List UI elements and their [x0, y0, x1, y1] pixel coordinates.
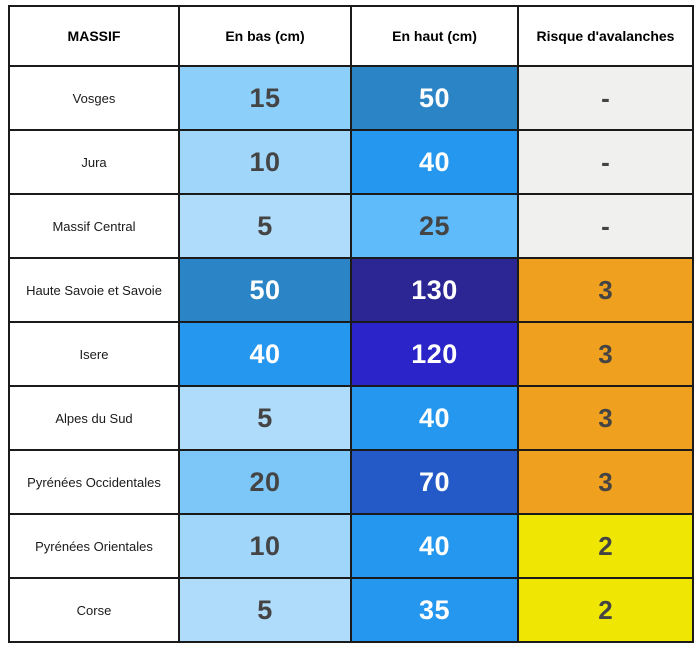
en-bas-cell: 5: [178, 577, 352, 643]
en-haut-cell: 70: [350, 449, 519, 515]
en-bas-cell: 5: [178, 193, 352, 259]
massif-name: Isere: [8, 321, 180, 387]
snow-report-table: MASSIF En bas (cm) En haut (cm) Risque d…: [8, 5, 694, 643]
risque-cell: -: [517, 65, 694, 131]
massif-name: Haute Savoie et Savoie: [8, 257, 180, 323]
risque-cell: 3: [517, 449, 694, 515]
risque-cell: 2: [517, 513, 694, 579]
massif-name: Pyrénées Orientales: [8, 513, 180, 579]
massif-name: Massif Central: [8, 193, 180, 259]
en-haut-cell: 25: [350, 193, 519, 259]
massif-name: Alpes du Sud: [8, 385, 180, 451]
table-row-vosges: Vosges 15 50 -: [8, 65, 694, 131]
en-haut-cell: 35: [350, 577, 519, 643]
en-bas-cell: 15: [178, 65, 352, 131]
en-haut-cell: 40: [350, 129, 519, 195]
en-bas-cell: 10: [178, 513, 352, 579]
header-massif: MASSIF: [8, 5, 180, 67]
en-bas-cell: 10: [178, 129, 352, 195]
en-bas-cell: 5: [178, 385, 352, 451]
table-row-pyrenees-orientales: Pyrénées Orientales 10 40 2: [8, 513, 694, 579]
en-haut-cell: 40: [350, 513, 519, 579]
risque-cell: -: [517, 129, 694, 195]
massif-name: Corse: [8, 577, 180, 643]
risque-cell: 3: [517, 321, 694, 387]
massif-name: Jura: [8, 129, 180, 195]
table-row-jura: Jura 10 40 -: [8, 129, 694, 195]
table-row-corse: Corse 5 35 2: [8, 577, 694, 643]
risque-cell: -: [517, 193, 694, 259]
risque-cell: 3: [517, 257, 694, 323]
en-haut-cell: 130: [350, 257, 519, 323]
en-bas-cell: 50: [178, 257, 352, 323]
risque-cell: 2: [517, 577, 694, 643]
en-bas-cell: 40: [178, 321, 352, 387]
massif-name: Vosges: [8, 65, 180, 131]
en-haut-cell: 50: [350, 65, 519, 131]
header-row: MASSIF En bas (cm) En haut (cm) Risque d…: [8, 5, 694, 67]
massif-name: Pyrénées Occidentales: [8, 449, 180, 515]
header-en-bas: En bas (cm): [178, 5, 352, 67]
en-haut-cell: 40: [350, 385, 519, 451]
en-haut-cell: 120: [350, 321, 519, 387]
table-row-massif-central: Massif Central 5 25 -: [8, 193, 694, 259]
table-row-haute-savoie: Haute Savoie et Savoie 50 130 3: [8, 257, 694, 323]
table-row-alpes-du-sud: Alpes du Sud 5 40 3: [8, 385, 694, 451]
header-en-haut: En haut (cm): [350, 5, 519, 67]
table-row-isere: Isere 40 120 3: [8, 321, 694, 387]
risque-cell: 3: [517, 385, 694, 451]
table-row-pyrenees-occidentales: Pyrénées Occidentales 20 70 3: [8, 449, 694, 515]
header-risque: Risque d'avalanches: [517, 5, 694, 67]
en-bas-cell: 20: [178, 449, 352, 515]
